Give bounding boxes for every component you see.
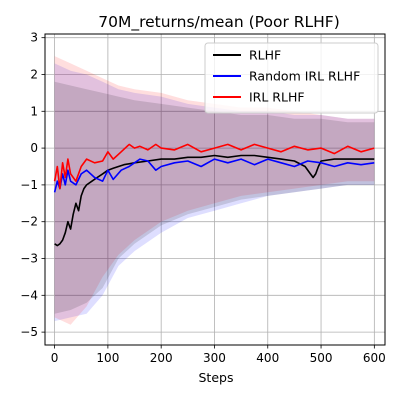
series-line: [53, 143, 375, 190]
legend-label: IRL RLHF: [249, 90, 305, 105]
y-tick-label: 1: [30, 104, 38, 118]
y-tick-label: −5: [20, 325, 38, 339]
y-tick-label: 0: [30, 141, 38, 155]
legend-box: [204, 42, 379, 114]
chart-title: 70M_returns/mean (Poor RLHF): [98, 13, 340, 32]
y-tick-label: −2: [20, 215, 38, 229]
x-tick-label: 600: [363, 351, 386, 365]
series-line: [53, 158, 375, 193]
x-tick-label: 400: [256, 351, 279, 365]
x-tick-label: 300: [203, 351, 226, 365]
y-tick-label: −4: [20, 288, 38, 302]
x-tick-label: 500: [310, 351, 333, 365]
y-tick-label: −3: [20, 252, 38, 266]
y-tick-label: 2: [30, 67, 38, 81]
x-tick-label: 0: [51, 351, 59, 365]
y-tick-label: −1: [20, 178, 38, 192]
legend-label: Random IRL RLHF: [249, 69, 360, 84]
legend: RLHF Random IRL RLHF IRL RLHF: [204, 42, 379, 114]
x-tick-label: 100: [96, 351, 119, 365]
series-lines: [53, 143, 375, 247]
x-tick-label: 200: [150, 351, 173, 365]
x-axis: 0 100 200 300 400 500 600: [51, 345, 386, 365]
confidence-band: [54, 56, 375, 325]
x-axis-label: Steps: [199, 370, 234, 385]
legend-label: RLHF: [249, 48, 281, 63]
confidence-band: [54, 81, 375, 314]
confidence-band: [54, 63, 375, 322]
confidence-bands: [54, 56, 375, 325]
plot-frame: [44, 33, 386, 346]
y-axis: −5 −4 −3 −2 −1 0 1 2 3: [20, 31, 45, 339]
y-tick-label: 3: [30, 31, 38, 45]
